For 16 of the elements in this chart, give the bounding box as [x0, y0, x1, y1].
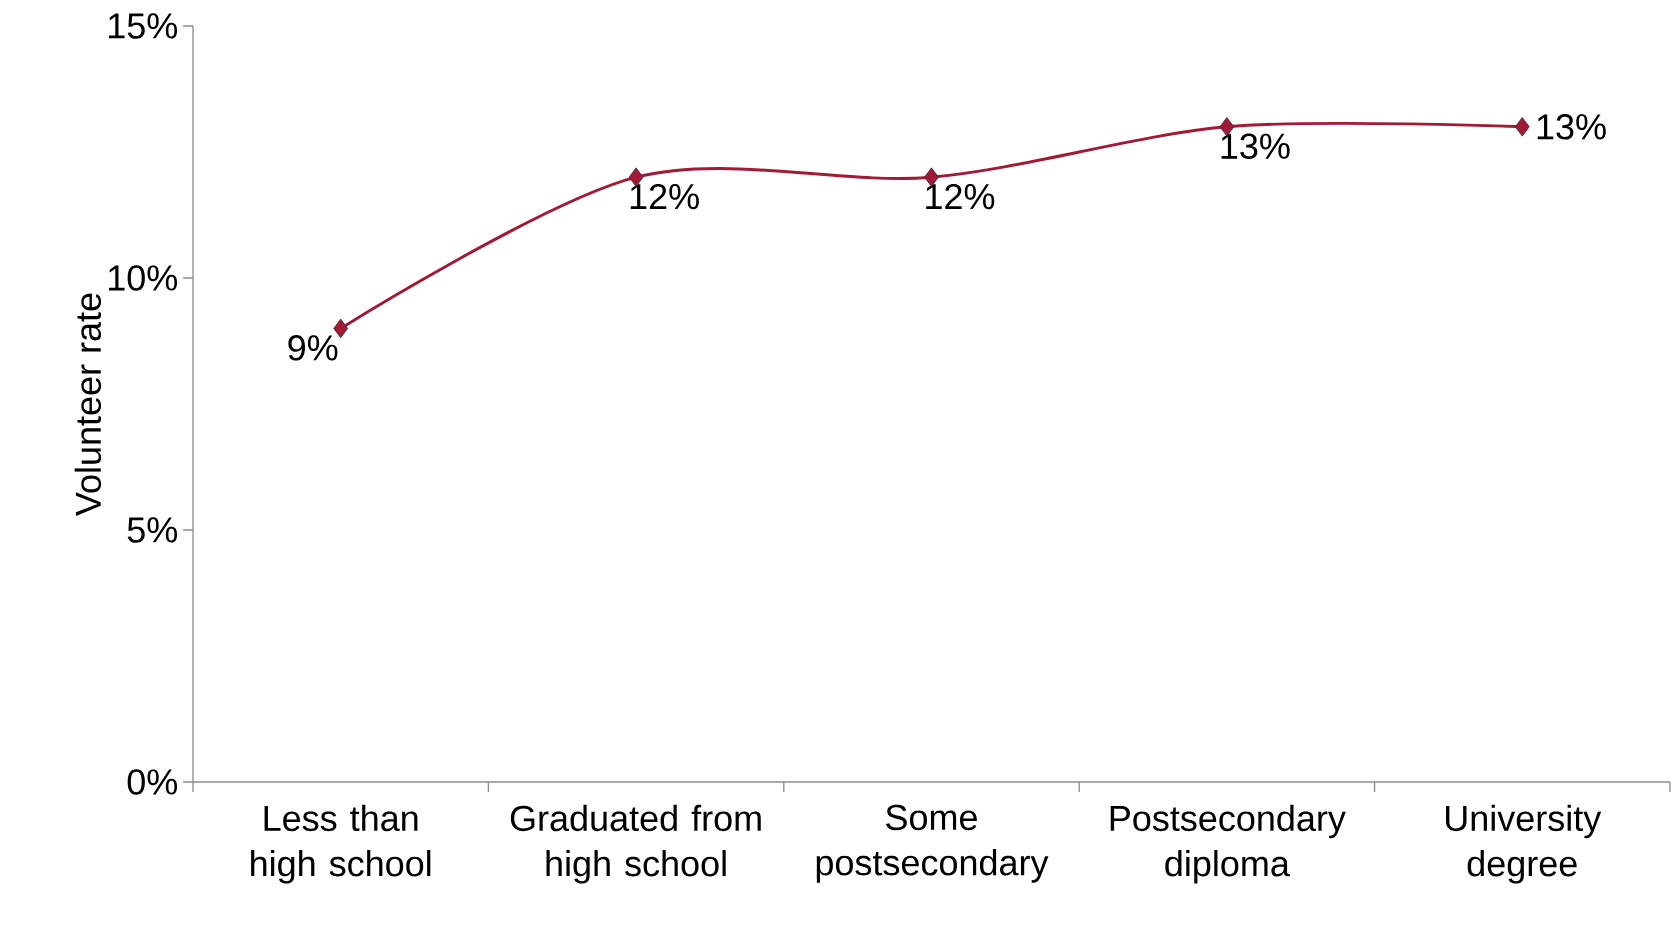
x-tick-label: Less than high school [251, 804, 431, 884]
data-label: 13% [1537, 114, 1606, 140]
data-label: 9% [288, 335, 338, 361]
y-tick-label: 10% [108, 265, 178, 291]
x-tick-label: Some postsecondary [816, 804, 1049, 883]
data-label: 13% [1221, 133, 1290, 159]
x-tick-label: Graduated from high school [510, 804, 761, 884]
x-tick-label: University degree [1446, 804, 1602, 884]
data-label: 12% [630, 183, 699, 210]
x-tick-label: Postsecondary diploma [1110, 804, 1346, 884]
y-tick-label: 15% [108, 13, 178, 39]
point [1514, 117, 1530, 137]
y-axis-title: Volunteer rate [74, 293, 102, 516]
y-tick-label: 0% [127, 769, 178, 795]
data-label: 12% [926, 183, 995, 210]
y-tick-label: 5% [127, 517, 178, 543]
